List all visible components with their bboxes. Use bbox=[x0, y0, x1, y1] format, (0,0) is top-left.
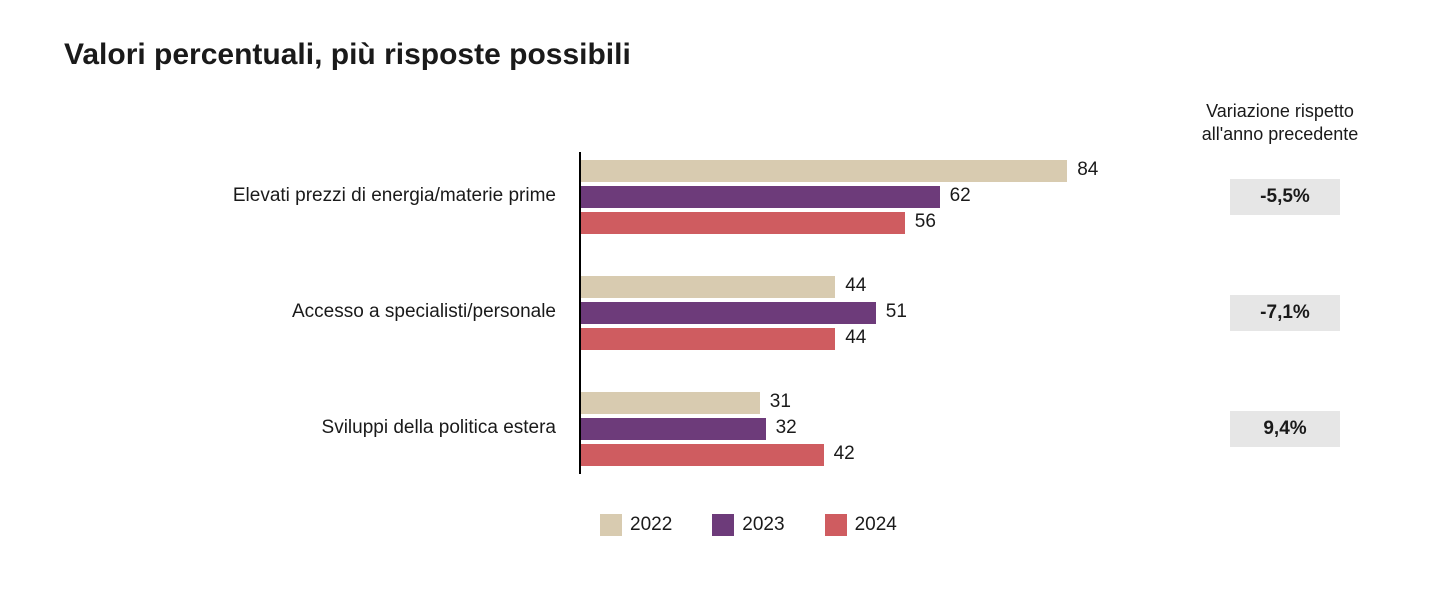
category-label: Elevati prezzi di energia/materie prime bbox=[0, 185, 556, 207]
legend-item: 2024 bbox=[825, 514, 897, 536]
category-label: Accesso a specialisti/personale bbox=[0, 301, 556, 323]
legend: 2022 2023 2024 bbox=[600, 514, 897, 536]
bar bbox=[580, 276, 835, 298]
legend-item: 2023 bbox=[712, 514, 784, 536]
chart-title: Valori percentuali, più risposte possibi… bbox=[64, 38, 631, 72]
legend-swatch bbox=[712, 514, 734, 536]
variation-box: -7,1% bbox=[1230, 295, 1340, 331]
legend-swatch bbox=[600, 514, 622, 536]
legend-label: 2022 bbox=[630, 514, 672, 536]
variation-header-line1: Variazione rispetto bbox=[1206, 101, 1354, 121]
bar bbox=[580, 186, 940, 208]
bar bbox=[580, 302, 876, 324]
variation-box: -5,5% bbox=[1230, 179, 1340, 215]
bar-value: 32 bbox=[776, 417, 797, 439]
bar bbox=[580, 418, 766, 440]
bar-value: 62 bbox=[950, 185, 971, 207]
bar bbox=[580, 212, 905, 234]
bar-value: 44 bbox=[845, 275, 866, 297]
legend-swatch bbox=[825, 514, 847, 536]
legend-label: 2023 bbox=[742, 514, 784, 536]
bar-value: 51 bbox=[886, 301, 907, 323]
bar bbox=[580, 444, 824, 466]
bar-value: 44 bbox=[845, 327, 866, 349]
bar bbox=[580, 328, 835, 350]
bar-value: 84 bbox=[1077, 159, 1098, 181]
legend-item: 2022 bbox=[600, 514, 672, 536]
bar bbox=[580, 392, 760, 414]
bar-value: 56 bbox=[915, 211, 936, 233]
variation-header-line2: all'anno precedente bbox=[1202, 124, 1359, 144]
bar-value: 31 bbox=[770, 391, 791, 413]
bar-value: 42 bbox=[834, 443, 855, 465]
axis-line bbox=[579, 152, 581, 474]
variation-header: Variazione rispetto all'anno precedente bbox=[1180, 100, 1380, 147]
legend-label: 2024 bbox=[855, 514, 897, 536]
variation-box: 9,4% bbox=[1230, 411, 1340, 447]
bar bbox=[580, 160, 1067, 182]
category-label: Sviluppi della politica estera bbox=[0, 417, 556, 439]
